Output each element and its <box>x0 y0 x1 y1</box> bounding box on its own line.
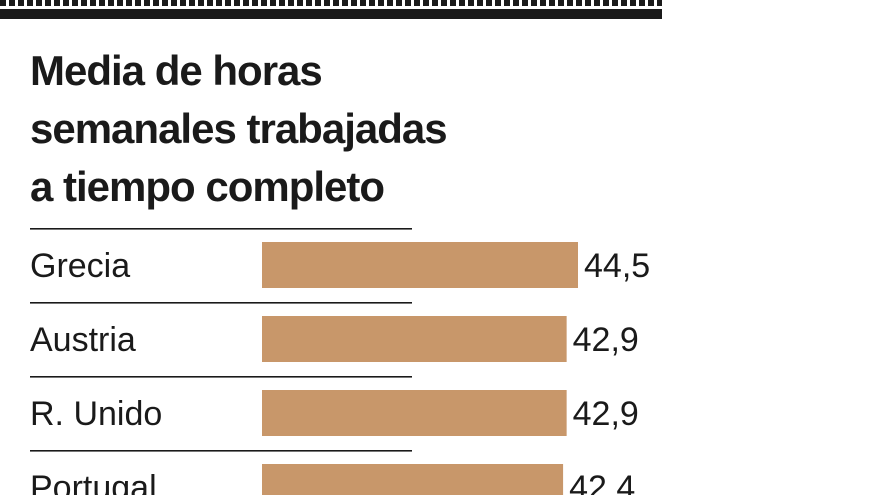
bar <box>262 464 564 495</box>
row-divider <box>30 302 412 304</box>
value-label: 42,9 <box>573 321 639 359</box>
value-label: 42,9 <box>573 395 639 433</box>
category-label: Austria <box>30 321 136 359</box>
bar <box>262 242 578 288</box>
value-label: 44,5 <box>584 247 650 285</box>
category-label: R. Unido <box>30 395 162 433</box>
chart-title: Media de horas semanales trabajadas a ti… <box>30 42 650 216</box>
bar <box>262 316 567 362</box>
chart-title-line-2: semanales trabajadas <box>30 105 448 152</box>
chart-title-line-3: a tiempo completo <box>30 163 385 210</box>
row-divider <box>30 376 412 378</box>
chart-title-line-1: Media de horas <box>30 47 323 94</box>
category-label: Grecia <box>30 247 130 285</box>
row-divider <box>30 450 412 452</box>
bar <box>262 390 567 436</box>
row-divider <box>30 228 412 230</box>
category-label: Portugal <box>30 469 157 495</box>
value-label: 42,4 <box>569 469 635 495</box>
top-dotted-rule <box>0 0 662 6</box>
top-rule <box>0 9 662 19</box>
